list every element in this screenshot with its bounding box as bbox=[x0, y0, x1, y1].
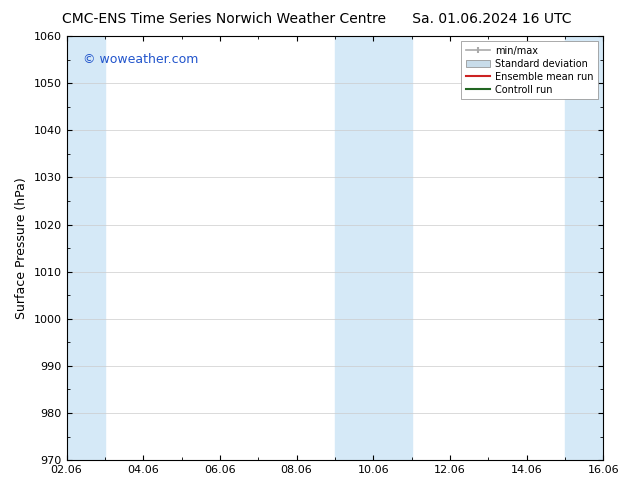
Text: © woweather.com: © woweather.com bbox=[82, 53, 198, 66]
Bar bbox=[335, 36, 411, 460]
Text: CMC-ENS Time Series Norwich Weather Centre      Sa. 01.06.2024 16 UTC: CMC-ENS Time Series Norwich Weather Cent… bbox=[62, 12, 572, 26]
Legend: min/max, Standard deviation, Ensemble mean run, Controll run: min/max, Standard deviation, Ensemble me… bbox=[461, 41, 598, 99]
Y-axis label: Surface Pressure (hPa): Surface Pressure (hPa) bbox=[15, 177, 28, 319]
Bar bbox=[67, 36, 105, 460]
Bar bbox=[565, 36, 603, 460]
